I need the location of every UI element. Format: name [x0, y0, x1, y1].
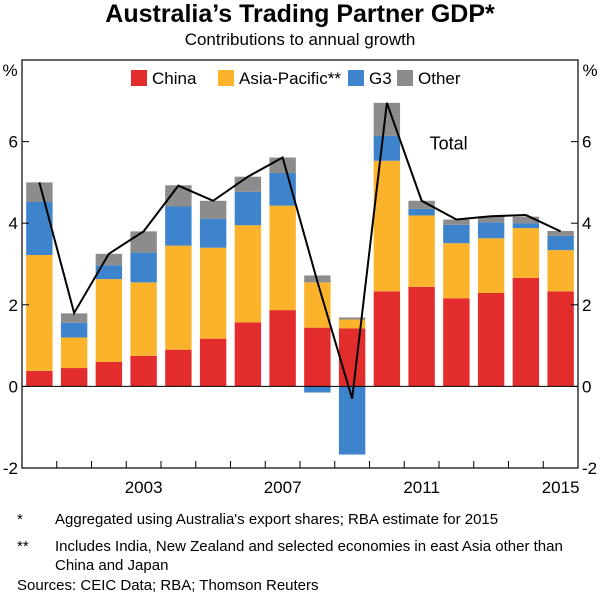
bar-other-2013	[477, 216, 505, 223]
bar-g3-2011	[408, 208, 435, 216]
bar-other-2001	[60, 313, 88, 323]
bar-asia-pacific-2005	[199, 247, 227, 339]
bar-g3-2008	[304, 386, 331, 393]
bar-china-2001	[60, 368, 88, 387]
bar-asia-pacific-2003	[130, 282, 157, 356]
bar-asia-pacific-2012	[443, 243, 470, 299]
bar-china-2013	[477, 292, 505, 387]
x-tick-label-2011: 2011	[403, 478, 440, 497]
bar-other-2014	[512, 216, 540, 224]
bar-asia-pacific-2013	[477, 238, 505, 293]
bar-china-2007	[269, 310, 296, 387]
bar-china-2015	[547, 291, 574, 387]
bar-other-2000	[26, 182, 53, 202]
y-tick-label-left: 6	[9, 133, 18, 152]
bar-china-2012	[443, 298, 470, 387]
bar-other-2011	[408, 200, 435, 209]
bar-asia-pacific-2000	[26, 255, 53, 371]
bar-asia-pacific-2006	[234, 225, 262, 323]
bar-china-2004	[165, 349, 192, 387]
bar-other-2004	[165, 185, 192, 207]
bar-g3-2003	[130, 252, 157, 283]
y-tick-label-left: 2	[9, 296, 18, 315]
chart-title: Australia’s Trading Partner GDP*	[105, 0, 495, 28]
bar-other-2009	[338, 317, 366, 320]
legend-swatch-asia-pacific	[218, 70, 234, 86]
bar-g3-2005	[199, 218, 227, 248]
bar-china-2014	[512, 277, 540, 387]
bar-other-2015	[547, 230, 574, 236]
bar-g3-2004	[165, 206, 192, 246]
y-unit-right: %	[582, 61, 597, 80]
legend-label-china: China	[152, 69, 197, 88]
footnote-text: Aggregated using Australia's export shar…	[55, 511, 499, 528]
total-line-layer: Total	[38, 102, 562, 399]
footnote-1: * Aggregated using Australia's export sha…	[17, 510, 575, 529]
bars-layer	[26, 102, 574, 455]
bar-g3-2006	[234, 191, 262, 226]
bar-china-2009	[338, 328, 366, 387]
bar-other-2002	[95, 253, 123, 266]
bar-china-2003	[130, 355, 157, 387]
bar-g3-2015	[547, 235, 574, 251]
bar-asia-pacific-2014	[512, 228, 540, 278]
y-tick-label-right: 4	[582, 214, 591, 233]
bar-china-2008	[304, 327, 331, 387]
y-tick-label-right: -2	[582, 459, 597, 478]
footnote-mark: *	[17, 511, 23, 528]
legend-label-other: Other	[418, 69, 461, 88]
footnote-mark: **	[17, 538, 29, 555]
bar-other-2012	[443, 219, 470, 225]
x-tick-label-2015: 2015	[542, 478, 580, 497]
y-tick-label-left: 0	[9, 377, 18, 396]
footnote-text: Includes India, New Zealand and selected…	[55, 538, 563, 574]
legend-swatch-other	[397, 70, 413, 86]
bar-asia-pacific-2007	[269, 205, 296, 311]
bar-other-2005	[199, 200, 227, 219]
y-unit-left: %	[2, 61, 17, 80]
legend-swatch-g3	[348, 70, 364, 86]
bar-china-2000	[26, 370, 53, 387]
chart-subtitle: Contributions to annual growth	[184, 30, 416, 49]
bar-china-2011	[408, 286, 435, 387]
total-line-label: Total	[430, 134, 468, 154]
legend-swatch-china	[131, 70, 147, 86]
y-tick-label-right: 0	[582, 377, 591, 396]
bar-asia-pacific-2011	[408, 215, 435, 287]
bar-g3-2002	[95, 265, 123, 280]
y-tick-label-left: -2	[3, 459, 18, 478]
sources: Sources: CEIC Data; RBA; Thomson Reuters	[17, 577, 319, 594]
bar-china-2005	[199, 338, 227, 387]
footnote-2: ** Includes India, New Zealand and select…	[17, 537, 575, 575]
bar-g3-2000	[26, 201, 53, 256]
y-tick-label-right: 2	[582, 296, 591, 315]
bar-china-2002	[95, 361, 123, 387]
bar-china-2010	[373, 291, 401, 387]
bar-asia-pacific-2002	[95, 279, 123, 362]
x-tick-label-2007: 2007	[264, 478, 302, 497]
legend-label-asia-pacific: Asia-Pacific**	[239, 69, 341, 88]
bar-asia-pacific-2008	[304, 282, 331, 328]
bar-g3-2010	[373, 135, 401, 161]
y-tick-label-right: 6	[582, 133, 591, 152]
legend: China Asia-Pacific** G3 Other	[131, 69, 461, 88]
x-tick-label-2003: 2003	[125, 478, 163, 497]
bar-asia-pacific-2001	[60, 337, 88, 369]
bar-china-2006	[234, 322, 262, 387]
y-tick-label-left: 4	[9, 214, 18, 233]
bar-other-2003	[130, 231, 157, 253]
bar-asia-pacific-2015	[547, 250, 574, 292]
bar-g3-2012	[443, 224, 470, 244]
bar-g3-2001	[60, 322, 88, 338]
stacked-bar-chart: Total -2 -2 0 0 2 2 4 4 6 6% % 2003 2007 2011 2015 Chi…	[2, 59, 598, 497]
legend-label-g3: G3	[369, 69, 392, 88]
bar-g3-2014	[512, 223, 540, 229]
bar-asia-pacific-2009	[338, 319, 366, 329]
total-line	[38, 102, 562, 399]
bar-g3-2013	[477, 222, 505, 239]
bar-asia-pacific-2004	[165, 245, 192, 350]
axes-layer: -2 -2 0 0 2 2 4 4 6 6% % 2003 2007 2011 2015	[2, 61, 597, 497]
